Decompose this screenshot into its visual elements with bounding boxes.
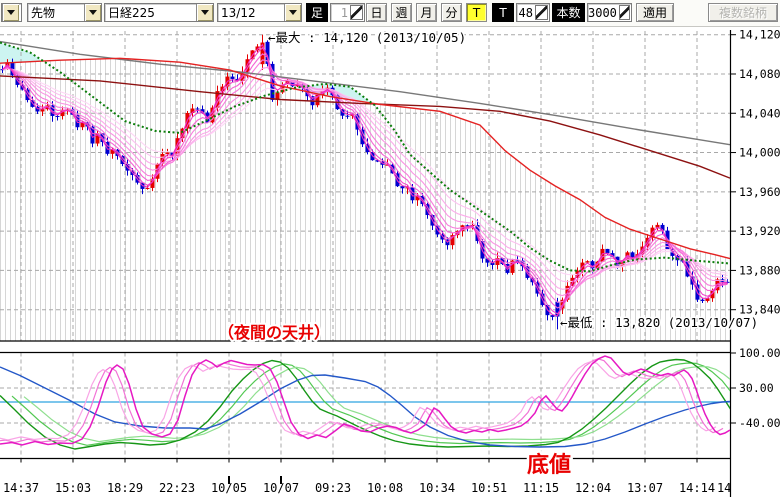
time-tick-label: 18:29 — [107, 481, 143, 495]
ma-green-dotted — [0, 41, 731, 273]
annotation-max: ←最大 : 14,120 (2013/10/05) — [268, 30, 466, 45]
tick-label: T — [492, 3, 514, 22]
osc-tick-label: -40.00 — [739, 416, 780, 430]
price-tick-label: 13,960 — [739, 185, 780, 199]
interval-stepper[interactable]: 1 — [330, 3, 365, 22]
annotation-night-ceiling: （夜間の天井） — [218, 323, 330, 342]
ma-gray — [0, 40, 731, 146]
osc-tick-label: 30.00 — [739, 381, 774, 395]
time-tick-label: 10:08 — [367, 481, 403, 495]
period-week-button[interactable]: 週 — [391, 3, 412, 22]
ma-dark-red — [0, 75, 731, 179]
period-day-button[interactable]: 日 — [366, 3, 387, 22]
instrument-select[interactable]: 日経225 — [104, 3, 214, 22]
envelope-line — [0, 57, 731, 260]
price-tick-label: 13,840 — [739, 303, 780, 317]
price-tick-label: 13,880 — [739, 263, 780, 277]
time-tick-label: 15:03 — [55, 481, 91, 495]
osc-tick-label: 100.00 — [739, 346, 780, 360]
period-minute-button[interactable]: 分 — [441, 3, 462, 22]
chevron-down-icon[interactable] — [196, 4, 213, 21]
ema-fan — [2, 43, 728, 317]
multi-symbol-button[interactable]: 複数銘柄 — [708, 3, 778, 22]
osc-green-line — [0, 358, 730, 450]
contract-month-select[interactable]: 13/12 — [217, 3, 302, 22]
time-tick-label: 10:34 — [419, 481, 455, 495]
osc-blue-line — [0, 366, 730, 448]
price-tick-label: 13,920 — [739, 224, 780, 238]
instrument-type-value: 先物 — [31, 6, 56, 20]
chevron-down-icon[interactable] — [2, 4, 19, 21]
chevron-down-icon[interactable] — [284, 4, 301, 21]
bar-type-label: 足 — [306, 3, 328, 22]
bar-count-stepper[interactable]: 3000 — [587, 3, 632, 22]
count-label: 本数 — [552, 3, 585, 22]
apply-button[interactable]: 適用 — [636, 3, 674, 22]
price-tick-label: 14,040 — [739, 106, 780, 120]
time-tick-label: 10:51 — [471, 481, 507, 495]
price-tick-label: 14,080 — [739, 67, 780, 81]
price-tick-label: 14,000 — [739, 146, 780, 160]
hidden-combo[interactable] — [1, 3, 22, 22]
time-tick-label: 14:14 — [679, 481, 715, 495]
spinner-icon[interactable] — [535, 5, 548, 20]
tick-count-value: 48 — [518, 5, 533, 20]
bar-count-value: 3000 — [588, 5, 617, 20]
period-tick-button[interactable]: T — [466, 3, 487, 22]
toolbar: 先物 日経225 13/12 足 1 日 週 月 分 T T 48 本数 300… — [0, 0, 780, 27]
annotation-bottom-value: 底値 — [527, 452, 571, 478]
date-tick — [228, 476, 230, 484]
spinner-icon[interactable] — [350, 5, 363, 20]
time-tick-label: 14:53 — [717, 481, 753, 495]
contract-month-value: 13/12 — [221, 5, 256, 20]
time-tick-label: 11:15 — [523, 481, 559, 495]
oscillator-lines — [0, 355, 730, 450]
multi-symbol-label: 複数銘柄 — [718, 6, 767, 20]
tick-count-stepper[interactable]: 48 — [516, 3, 550, 22]
time-tick-label: 13:07 — [627, 481, 663, 495]
price-tick-label: 14,120 — [739, 28, 780, 42]
time-tick-label: 14:37 — [3, 481, 39, 495]
time-tick-label: 12:04 — [575, 481, 611, 495]
time-tick-label: 10/05 — [211, 481, 247, 495]
period-month-button[interactable]: 月 — [416, 3, 437, 22]
spinner-icon[interactable] — [618, 5, 630, 20]
chevron-down-icon[interactable] — [84, 4, 101, 21]
instrument-type-select[interactable]: 先物 — [27, 3, 102, 22]
time-tick-label: 09:23 — [315, 481, 351, 495]
time-axis: 14:37 15:03 18:29 22:23 10/05 10/07 09:23 10:08… — [3, 481, 753, 495]
osc-magenta-line — [0, 355, 730, 446]
time-tick-label: 10/07 — [263, 481, 299, 495]
ma-cloud — [0, 42, 40, 64]
date-tick — [280, 476, 282, 484]
interval-value: 1 — [340, 5, 348, 20]
instrument-value: 日経225 — [108, 6, 155, 20]
annotation-min: ←最低 : 13,820 (2013/10/07) — [560, 315, 758, 330]
time-tick-label: 22:23 — [159, 481, 195, 495]
